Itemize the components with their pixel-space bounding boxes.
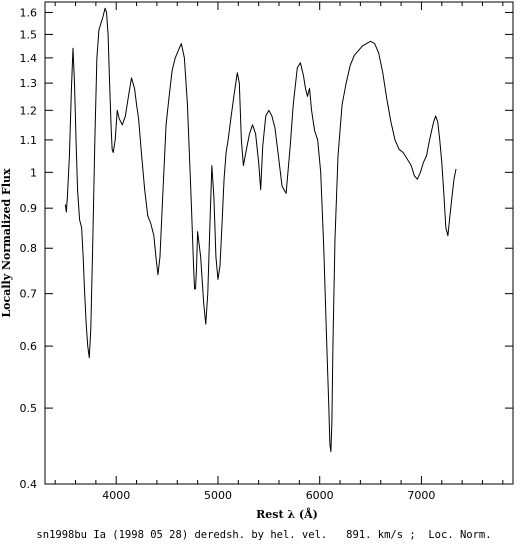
y-tick-label: 1 (30, 166, 37, 179)
chart-caption: sn1998bu Ia (1998 05 28) deredsh. by hel… (36, 529, 491, 541)
y-tick-label: 1.4 (20, 52, 38, 65)
y-tick-label: 0.5 (20, 402, 38, 415)
y-tick-label: 1.5 (20, 28, 38, 41)
plot-frame (44, 1, 514, 485)
y-tick-label: 1.2 (20, 104, 38, 117)
x-axis-title: Rest λ (Å) (256, 507, 318, 521)
x-tick-label: 4000 (102, 489, 130, 502)
x-tick-label: 5000 (204, 489, 232, 502)
y-tick-label: 0.7 (20, 288, 38, 301)
spectrum-series-line (64, 7, 457, 453)
y-tick-label: 1.1 (20, 134, 38, 147)
y-tick-label: 0.9 (20, 202, 38, 215)
axis-ticks (45, 2, 513, 485)
y-tick-label: 0.4 (20, 478, 38, 491)
y-tick-label: 1.3 (20, 77, 38, 90)
y-tick-label: 0.6 (20, 340, 38, 353)
y-tick-label: 1.6 (20, 6, 38, 19)
y-axis-title: Locally Normalized Flux (0, 168, 13, 318)
x-tick-label: 7000 (407, 489, 435, 502)
x-tick-label: 6000 (306, 489, 334, 502)
axis-tick-labels: 4000 5000 6000 7000 0.4 0.5 0.6 0.7 0.8 0.9 1 1.1 1.… (20, 6, 436, 502)
y-tick-label: 0.8 (20, 242, 38, 255)
